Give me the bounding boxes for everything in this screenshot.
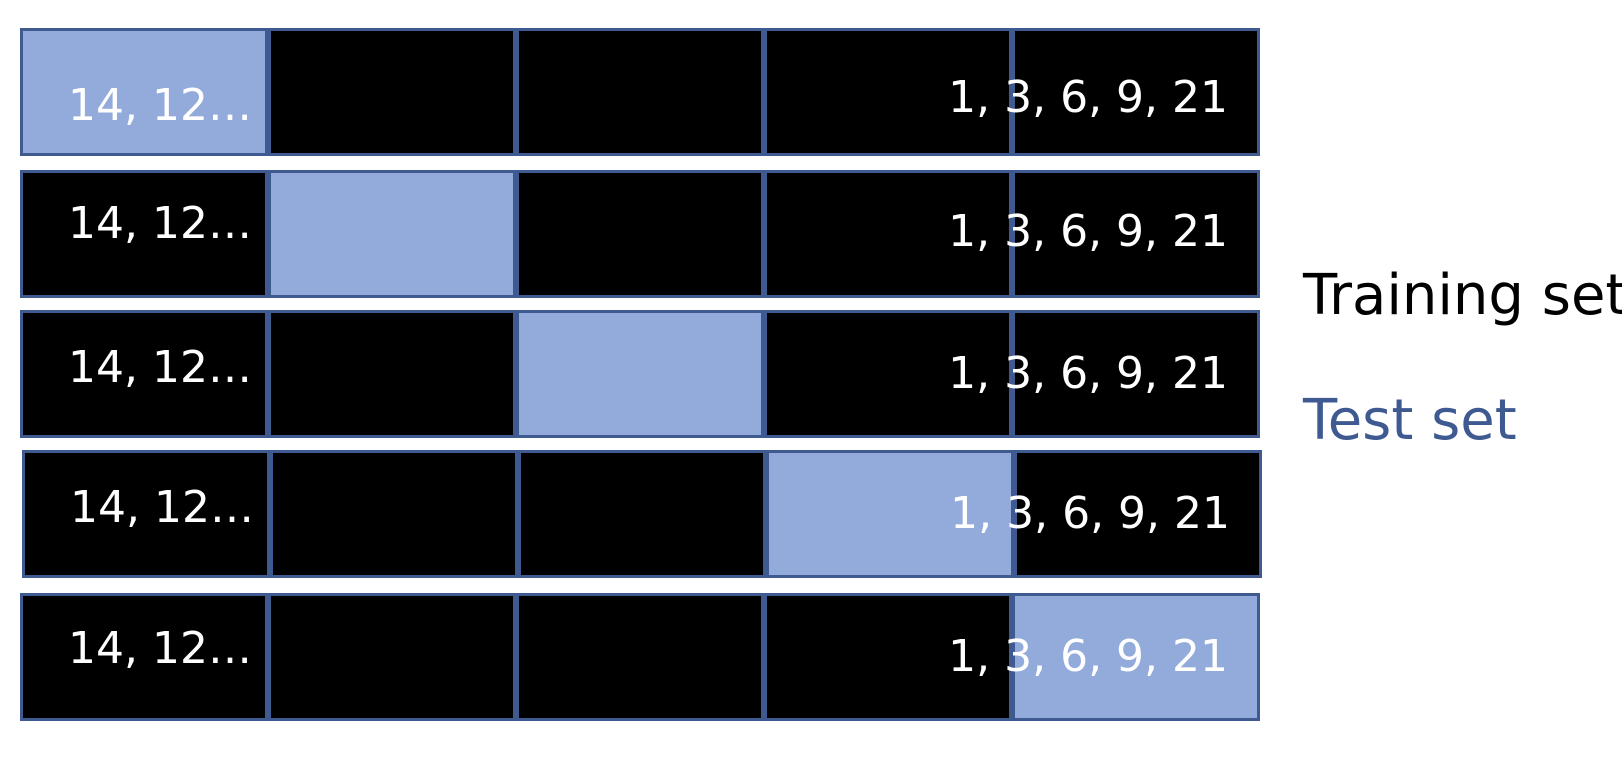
training-fold (764, 593, 1012, 721)
training-fold (1012, 28, 1260, 156)
training-fold (516, 170, 764, 298)
row-left-label: 14, 12… (68, 80, 252, 131)
fold-row-2: 14, 12… 1, 3, 6, 9, 21 (20, 170, 1260, 298)
training-fold (1012, 310, 1260, 438)
fold-row-3: 14, 12… 1, 3, 6, 9, 21 (20, 310, 1260, 438)
test-fold (516, 310, 764, 438)
training-fold (268, 28, 516, 156)
row-right-label: 1, 3, 6, 9, 21 (948, 206, 1228, 257)
legend-training-set: Training set (1303, 263, 1622, 328)
training-fold (20, 593, 268, 721)
training-fold (516, 593, 764, 721)
training-fold (20, 170, 268, 298)
legend-test-set: Test set (1303, 388, 1517, 453)
training-fold (764, 170, 1012, 298)
training-fold (270, 450, 518, 578)
fold-row-5: 14, 12… 1, 3, 6, 9, 21 (20, 593, 1260, 721)
training-fold (1014, 450, 1262, 578)
row-left-label: 14, 12… (68, 198, 252, 249)
training-fold (518, 450, 766, 578)
fold-row-1: 14, 12… 1, 3, 6, 9, 21 (20, 28, 1260, 156)
training-fold (268, 310, 516, 438)
training-fold (22, 450, 270, 578)
training-fold (268, 593, 516, 721)
test-fold (268, 170, 516, 298)
row-right-label: 1, 3, 6, 9, 21 (948, 348, 1228, 399)
test-fold (1012, 593, 1260, 721)
row-left-label: 14, 12… (70, 482, 254, 533)
training-fold (764, 310, 1012, 438)
row-left-label: 14, 12… (68, 623, 252, 674)
test-fold (20, 28, 268, 156)
fold-row-4: 14, 12… 1, 3, 6, 9, 21 (22, 450, 1262, 578)
training-fold (516, 28, 764, 156)
row-left-label: 14, 12… (68, 342, 252, 393)
test-fold (766, 450, 1014, 578)
row-right-label: 1, 3, 6, 9, 21 (950, 488, 1230, 539)
training-fold (20, 310, 268, 438)
row-right-label: 1, 3, 6, 9, 21 (948, 631, 1228, 682)
training-fold (764, 28, 1012, 156)
training-fold (1012, 170, 1260, 298)
row-right-label: 1, 3, 6, 9, 21 (948, 72, 1228, 123)
